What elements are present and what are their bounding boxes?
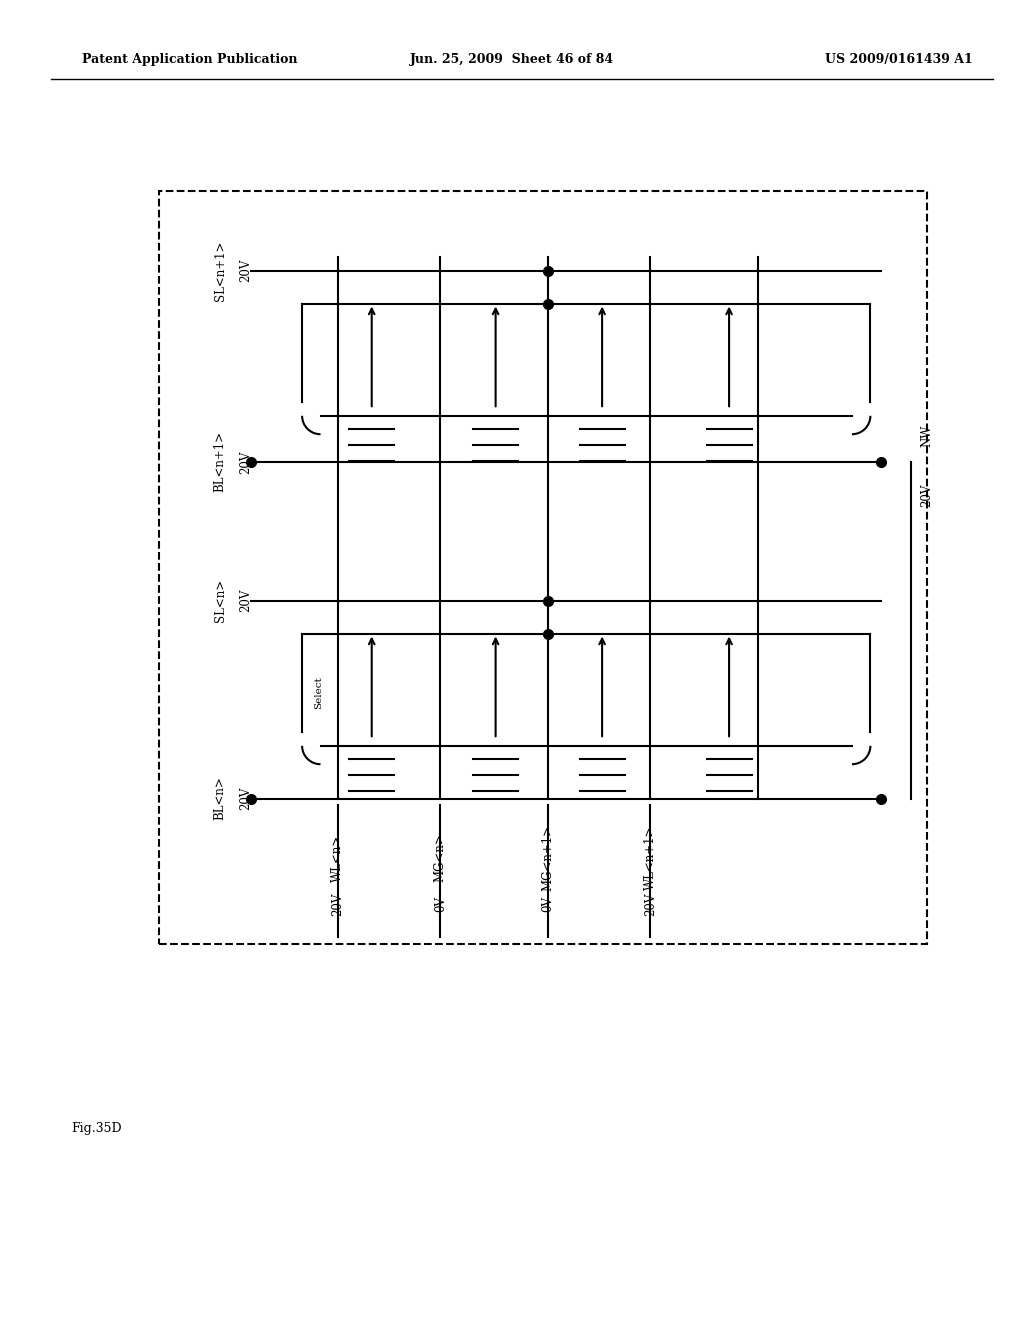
Text: SL<n+1>: SL<n+1>: [214, 240, 226, 301]
Text: 20V: 20V: [332, 892, 344, 916]
Text: 20V: 20V: [240, 787, 252, 810]
Text: 0V: 0V: [434, 896, 446, 912]
Text: MG<n+1>: MG<n+1>: [542, 825, 554, 891]
Text: 20V: 20V: [240, 589, 252, 612]
Text: Patent Application Publication: Patent Application Publication: [82, 53, 297, 66]
Text: NW: NW: [921, 425, 933, 446]
Text: 20V: 20V: [644, 892, 656, 916]
Text: Select: Select: [314, 677, 324, 709]
Text: WL<n+1>: WL<n+1>: [644, 826, 656, 890]
Text: SL<n>: SL<n>: [214, 579, 226, 622]
Text: 20V: 20V: [240, 259, 252, 282]
Text: 20V: 20V: [240, 450, 252, 474]
Text: US 2009/0161439 A1: US 2009/0161439 A1: [825, 53, 973, 66]
Text: 20V: 20V: [921, 483, 933, 507]
Text: WL<n>: WL<n>: [332, 834, 344, 882]
Text: MG<n>: MG<n>: [434, 834, 446, 882]
Text: Jun. 25, 2009  Sheet 46 of 84: Jun. 25, 2009 Sheet 46 of 84: [410, 53, 614, 66]
Text: 0V: 0V: [542, 896, 554, 912]
Text: Fig.35D: Fig.35D: [72, 1122, 122, 1135]
Text: BL<n+1>: BL<n+1>: [214, 432, 226, 492]
Text: BL<n>: BL<n>: [214, 776, 226, 821]
